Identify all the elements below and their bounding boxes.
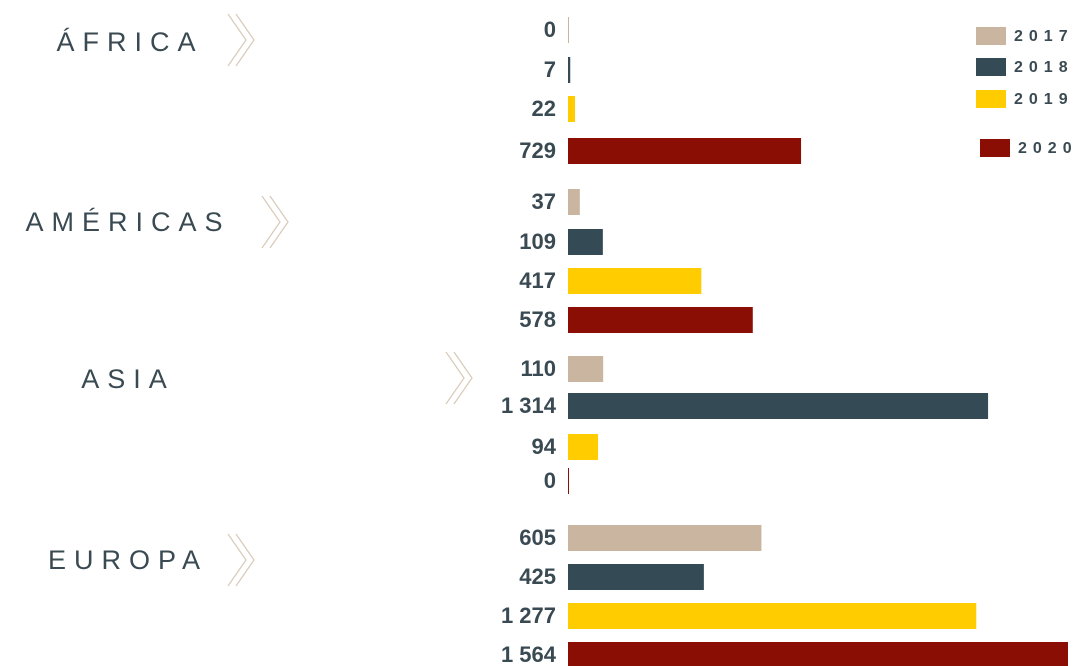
value-label: 109: [519, 229, 556, 254]
legend-swatch: [976, 58, 1006, 76]
bar: [568, 57, 571, 83]
value-label: 94: [532, 434, 557, 459]
decor-chevrons: [227, 13, 473, 587]
region-label: ÁFRICA: [56, 27, 203, 57]
region-label: AMÉRICAS: [25, 207, 230, 237]
value-label: 578: [519, 307, 556, 332]
value-label: 37: [532, 189, 556, 214]
value-label: 1 564: [501, 642, 557, 666]
bar: [568, 434, 599, 460]
legend-label: 2017: [1014, 28, 1074, 45]
bar: [568, 96, 576, 122]
value-label: 110: [521, 356, 557, 381]
value-label: 605: [519, 525, 556, 550]
bar: [568, 138, 802, 164]
bar: [568, 356, 604, 382]
bar: [568, 564, 704, 590]
legend-swatch: [976, 90, 1006, 108]
legend-label: 2020: [1018, 140, 1078, 157]
value-label: 0: [544, 17, 556, 42]
value-label: 1 314: [501, 393, 557, 418]
legend-swatch: [976, 27, 1006, 45]
bar: [568, 17, 569, 43]
bar: [568, 468, 569, 494]
value-label: 729: [519, 138, 556, 163]
legend-swatch: [980, 139, 1010, 157]
region-label: ASIA: [81, 364, 175, 394]
bar: [568, 229, 603, 255]
value-label: 1 277: [501, 603, 556, 628]
bar: [568, 642, 1068, 666]
bar: [568, 307, 753, 333]
value-label: 0: [544, 468, 556, 493]
legend-label: 2018: [1014, 59, 1074, 76]
bar: [568, 603, 977, 629]
value-label: 425: [519, 564, 556, 589]
region-label: EUROPA: [48, 545, 208, 575]
value-label: 7: [544, 57, 556, 82]
bar: [568, 525, 762, 551]
value-label: 417: [519, 268, 556, 293]
legend-label: 2019: [1014, 91, 1074, 108]
bar: [568, 393, 989, 419]
bar: [568, 189, 580, 215]
value-label: 22: [532, 96, 556, 121]
bar: [568, 268, 702, 294]
